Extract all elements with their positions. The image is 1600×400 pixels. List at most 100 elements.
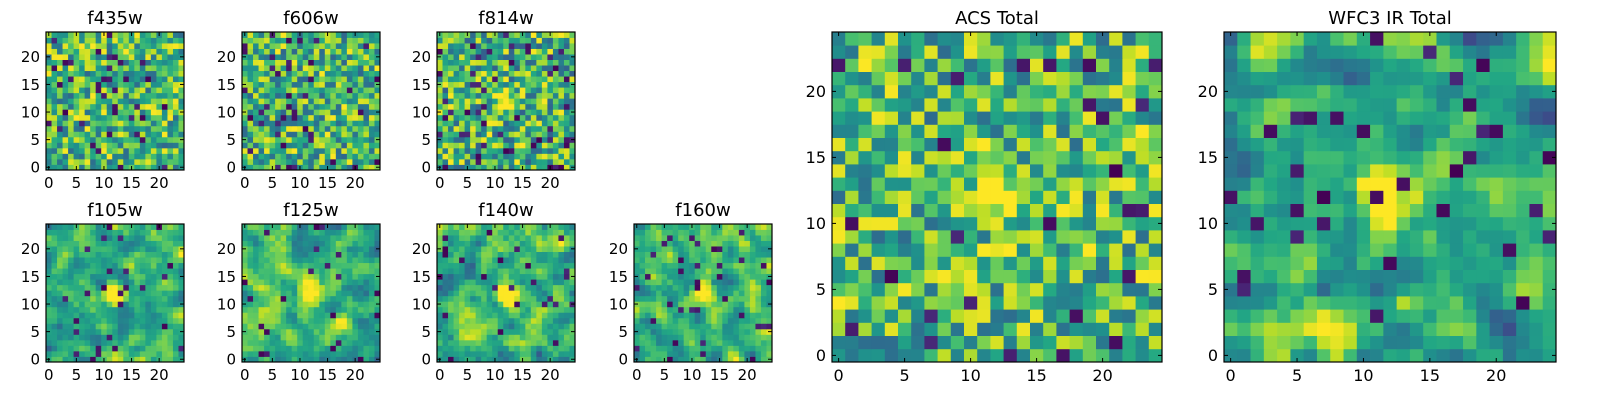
heatmap-cell [330,251,337,258]
heatmap-cell [459,32,465,38]
heatmap-cell [1069,335,1084,350]
heatmap-cell [84,48,91,55]
heatmap-cell [84,356,91,363]
heatmap-cell [286,224,293,230]
heatmap-cell [536,136,543,143]
heatmap-cell [51,229,58,236]
heatmap-cell [1030,216,1044,231]
heatmap-cell [1135,230,1150,244]
heatmap-cell [101,98,108,105]
heatmap-cell [79,59,86,66]
heatmap-cell [722,240,729,247]
heatmap-cell [247,246,254,252]
heatmap-cell [744,290,751,297]
heatmap-cell [650,229,657,236]
heatmap-cell [453,356,460,363]
heatmap-cell [275,328,282,335]
heatmap-cell [374,70,381,77]
heatmap-cell [722,334,729,341]
heatmap-cell [269,251,276,258]
heatmap-cell [755,295,762,302]
heatmap-cell [161,153,168,160]
heatmap-cell [258,350,265,357]
heatmap-cell [530,142,537,149]
x-tick-label: 15 [122,366,141,384]
heatmap-cell [346,43,353,49]
heatmap-cell [475,295,482,302]
heatmap-cell [738,306,745,313]
heatmap-cell [73,43,80,49]
heatmap-cell [73,125,80,132]
heatmap-cell [161,240,168,247]
heatmap-cell [161,54,168,60]
heatmap-cell [258,301,265,308]
heatmap-cell [291,153,298,160]
heatmap-cell [514,235,521,241]
heatmap-cell [62,70,69,77]
heatmap-cell [68,109,74,116]
heatmap-cell [313,43,320,49]
heatmap-cell [269,87,276,94]
heatmap-cell [145,339,152,346]
heatmap-cell [156,76,163,83]
heatmap-cell [448,246,454,252]
heatmap-cell [247,295,254,302]
heatmap-cell [558,339,565,346]
heatmap-cell [242,339,248,346]
heatmap-cell [330,125,337,132]
heatmap-cell [492,290,499,297]
panel-title: f160w [675,200,730,221]
heatmap-cell [178,334,185,341]
heatmap-cell [481,87,488,94]
heatmap-cell [275,317,282,324]
heatmap-cell [134,32,141,38]
heatmap-cell [128,125,135,132]
heatmap-cell [145,70,152,77]
heatmap-cell [161,345,168,352]
heatmap-cell [161,120,168,127]
heatmap-cell [156,350,163,357]
heatmap-cell [112,224,119,230]
heatmap-cell [667,350,674,357]
heatmap-cell [128,279,135,286]
heatmap-cell [324,345,331,352]
heatmap-cell [650,279,657,286]
heatmap-cell [357,43,364,49]
heatmap-cell [117,109,124,116]
heatmap-cell [1096,296,1110,310]
heatmap-cell [563,98,570,105]
heatmap-cell [319,257,326,264]
heatmap-cell [437,131,443,138]
heatmap-cell [453,43,460,49]
heatmap-cell [470,43,477,49]
heatmap-cell [1030,164,1044,178]
heatmap-cell [536,334,543,341]
heatmap-cell [1082,282,1097,297]
heatmap-cell [508,81,515,88]
heatmap-cell [832,230,846,244]
heatmap-cell [700,257,707,264]
heatmap-cell [661,295,668,302]
heatmap-cell [73,147,80,154]
heatmap-cell [536,312,543,319]
heatmap-cell [1082,230,1097,244]
heatmap-cell [117,54,124,60]
heatmap-cell [871,322,886,336]
heatmap-cell [79,251,86,258]
heatmap-cell [1096,216,1110,231]
heatmap-cell [84,229,91,236]
heatmap-cell [711,240,718,247]
heatmap-cell [1016,322,1031,336]
heatmap-cell [525,339,532,346]
heatmap-cell [977,282,991,297]
heatmap-cell [525,317,532,324]
heatmap-cell [324,153,331,160]
heatmap-cell [112,257,119,264]
heatmap-cell [280,98,287,105]
heatmap-cell [486,279,493,286]
heatmap-cell [95,125,102,132]
heatmap-cell [101,350,108,357]
heatmap-cell [150,339,157,346]
heatmap-cell [492,70,499,77]
heatmap-cell [346,345,353,352]
